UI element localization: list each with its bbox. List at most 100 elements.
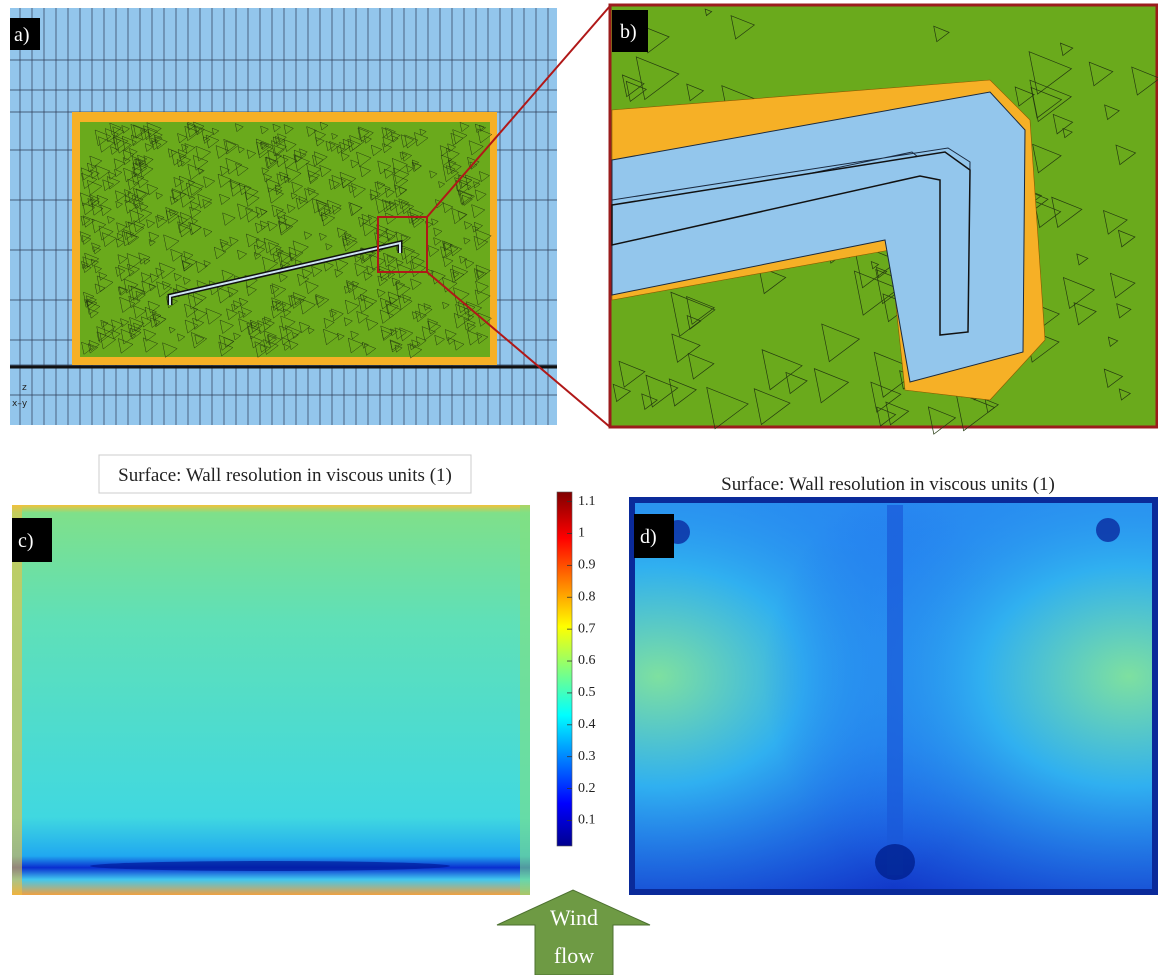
mesh-cell [148,231,160,243]
mesh-cell [379,309,395,324]
mesh-cell [686,83,705,102]
mesh-cell [127,221,145,238]
mesh-cell [263,339,279,355]
mesh-cell [221,269,235,283]
mesh-cell [281,336,290,346]
mesh-cell [400,234,409,242]
mesh-cell [147,128,163,145]
mesh-cell [1073,302,1097,326]
mesh-cell [86,179,103,196]
mesh-cell [153,134,163,144]
mesh-cell [298,195,307,205]
mesh-cell [382,199,396,213]
mesh-cell [876,266,888,279]
mesh-cell [288,340,299,351]
mesh-cell [134,158,142,166]
mesh-cell [162,342,178,358]
mesh-cell [189,206,202,219]
mesh-cell [279,171,289,182]
mesh-cell [473,235,489,251]
mesh-cell [131,194,144,207]
mesh-cell [304,188,320,204]
mesh-cell [83,291,95,304]
zoom-line [426,271,611,428]
mesh-cell [96,194,109,207]
mesh-cell [472,225,480,233]
mesh-cell [91,198,101,208]
mesh-cell [192,155,209,171]
mesh-cell [283,139,297,153]
mesh-cell [114,190,127,202]
panel-b: b) [608,3,1158,435]
mesh-cell [203,176,216,189]
mesh-cell [419,128,427,136]
mesh-cell [100,204,112,217]
mesh-cell [112,134,129,151]
mesh-cell [87,343,99,354]
mesh-cell [399,327,414,342]
mesh-cell [86,300,101,315]
mesh-cell [433,237,442,246]
mesh-cell [400,200,415,215]
mesh-cell [706,386,749,430]
mesh-cell [445,147,460,162]
mesh-cell [266,334,278,346]
mesh-cell [91,203,104,216]
mesh-cell [1104,104,1120,121]
mesh-cell [427,320,442,335]
label-box [612,10,648,52]
mesh-cell [192,291,207,306]
mesh-cell [382,136,394,148]
mesh-cell [370,144,383,157]
mesh-cell [377,160,392,175]
mesh-cell [395,259,404,268]
mesh-cell [365,318,379,331]
mesh-cell [233,300,243,310]
panel-d: Surface: Wall resolution in viscous unit… [629,474,1158,895]
mesh-cell [336,227,348,238]
mesh-cell [301,268,313,280]
mesh-cell [328,178,340,191]
mesh-cell [283,124,294,135]
mesh-cell [91,218,107,234]
mesh-cell [390,328,398,337]
mesh-cell [190,200,201,211]
mesh-cell [873,351,920,398]
mesh-cell [168,326,176,334]
mesh-cell [115,266,126,277]
mesh-cell [169,196,179,206]
mesh-cell [156,281,173,298]
mesh-cell [376,181,386,190]
mesh-cell [219,238,229,248]
mesh-cell [401,151,413,162]
mesh-cell [106,176,121,190]
mesh-cell [170,248,184,262]
mesh-cell [173,177,185,188]
mesh-cell [255,238,267,250]
mesh-cell [447,143,457,153]
mesh-cell [288,295,301,308]
mesh-cell [461,194,473,206]
mesh-cell [399,151,408,160]
mesh-cell [91,242,101,253]
mesh-cell [356,310,370,324]
mesh-cell [421,326,437,341]
mesh-cell [395,280,406,291]
mesh-cell [115,238,126,248]
mesh-cell [415,336,427,348]
mesh-cell [464,258,475,269]
mesh-cell [704,8,713,17]
label-box [634,514,674,558]
mesh-cell [140,316,153,328]
mesh-cell [95,164,111,181]
mesh-cell [227,286,239,298]
mesh-cell [121,230,138,247]
mesh-cell [148,239,156,247]
mesh-cell [403,247,420,265]
mesh-cell [351,284,368,301]
mesh-cell [271,204,285,218]
mesh-cell [123,229,135,241]
mesh-cell [125,231,140,246]
mesh-cell [390,131,401,142]
mesh-cell [136,176,149,189]
